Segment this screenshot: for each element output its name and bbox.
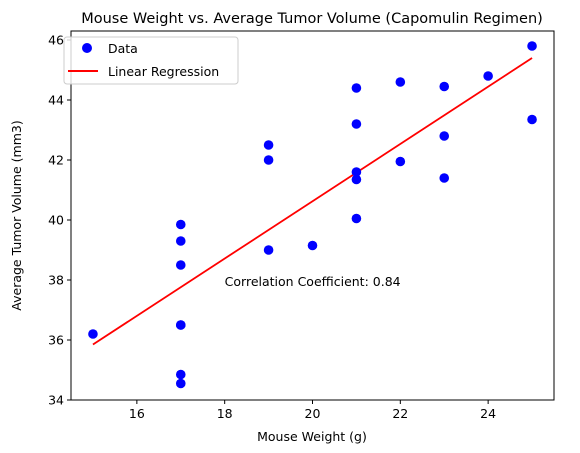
y-axis-label: Average Tumor Volume (mm3) bbox=[9, 120, 24, 310]
data-point bbox=[395, 77, 406, 87]
data-point bbox=[263, 140, 274, 150]
data-point bbox=[351, 174, 362, 185]
x-tick-label: 18 bbox=[217, 406, 233, 421]
data-point bbox=[351, 119, 362, 129]
data-point bbox=[175, 236, 186, 246]
data-point bbox=[263, 155, 274, 165]
y-tick-label: 36 bbox=[48, 333, 64, 348]
data-point bbox=[527, 114, 537, 125]
data-point bbox=[175, 219, 186, 230]
x-axis-label: Mouse Weight (g) bbox=[257, 429, 367, 444]
plot-area bbox=[71, 31, 554, 400]
chart-title: Mouse Weight vs. Average Tumor Volume (C… bbox=[81, 11, 543, 27]
data-point bbox=[175, 378, 186, 389]
x-tick-label: 22 bbox=[392, 406, 408, 421]
legend-box bbox=[63, 36, 239, 85]
data-point bbox=[307, 240, 318, 251]
x-axis: 16 18 20 22 24 bbox=[129, 400, 496, 421]
data-point bbox=[88, 329, 98, 339]
y-tick-label: 40 bbox=[48, 213, 64, 228]
x-tick-label: 24 bbox=[480, 406, 496, 421]
y-axis: 34 36 38 40 42 44 46 bbox=[48, 33, 71, 408]
y-tick-label: 34 bbox=[48, 393, 64, 408]
data-point bbox=[175, 369, 186, 380]
y-tick-label: 44 bbox=[48, 93, 64, 108]
legend-marker-data bbox=[82, 43, 92, 53]
series-layer bbox=[88, 41, 537, 389]
data-point bbox=[439, 131, 450, 141]
legend: Data Linear Regression bbox=[63, 36, 239, 85]
x-tick-label: 20 bbox=[305, 406, 321, 421]
legend-label-regression: Linear Regression bbox=[108, 64, 219, 79]
y-tick-label: 38 bbox=[48, 273, 64, 288]
y-tick-label: 42 bbox=[48, 153, 64, 168]
data-point bbox=[351, 83, 362, 93]
data-point bbox=[351, 213, 362, 224]
data-point bbox=[263, 245, 274, 255]
correlation-annotation: Correlation Coefficient: 0.84 bbox=[225, 274, 401, 289]
legend-label-data: Data bbox=[108, 41, 138, 56]
data-point bbox=[439, 173, 450, 183]
data-point bbox=[395, 156, 406, 167]
data-point bbox=[527, 41, 537, 51]
data-point bbox=[351, 167, 362, 177]
data-point bbox=[483, 71, 493, 81]
y-tick-label: 46 bbox=[48, 33, 64, 48]
data-point bbox=[175, 320, 186, 330]
regression-line bbox=[92, 57, 533, 346]
data-point bbox=[439, 81, 450, 92]
plot-frame bbox=[70, 30, 555, 401]
x-tick-label: 16 bbox=[129, 406, 145, 421]
data-point bbox=[175, 260, 186, 270]
